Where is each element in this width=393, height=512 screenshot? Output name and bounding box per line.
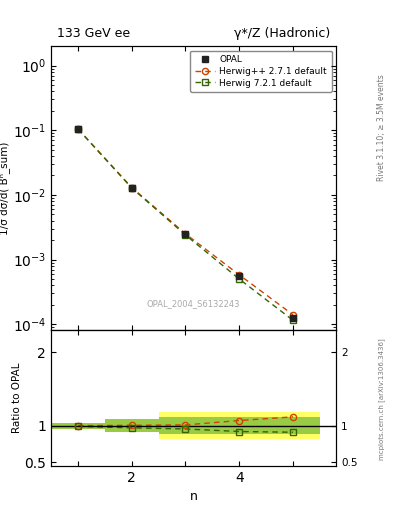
Text: 133 GeV ee: 133 GeV ee [57, 27, 130, 40]
Y-axis label: 1/σ dσ/d( Bⁿ_sum): 1/σ dσ/d( Bⁿ_sum) [0, 142, 10, 235]
Text: γ*/Z (Hadronic): γ*/Z (Hadronic) [234, 27, 330, 40]
Legend: OPAL, Herwig++ 2.7.1 default, Herwig 7.2.1 default: OPAL, Herwig++ 2.7.1 default, Herwig 7.2… [191, 51, 332, 92]
Y-axis label: Ratio to OPAL: Ratio to OPAL [11, 363, 22, 434]
X-axis label: n: n [189, 490, 198, 503]
Text: mcplots.cern.ch [arXiv:1306.3436]: mcplots.cern.ch [arXiv:1306.3436] [378, 338, 385, 460]
Text: OPAL_2004_S6132243: OPAL_2004_S6132243 [147, 298, 240, 308]
Text: Rivet 3.1.10; ≥ 3.5M events: Rivet 3.1.10; ≥ 3.5M events [377, 75, 386, 181]
